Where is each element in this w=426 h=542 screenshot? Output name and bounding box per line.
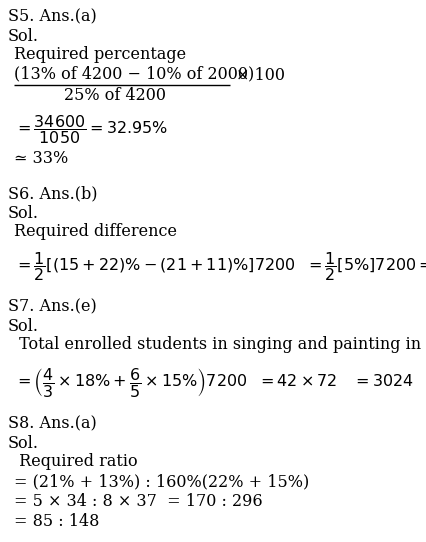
Text: ≃ 33%: ≃ 33%	[14, 150, 68, 167]
Text: Sol.: Sol.	[8, 28, 39, 45]
Text: Required difference: Required difference	[14, 223, 177, 240]
Text: Sol.: Sol.	[8, 205, 39, 222]
Text: = 5 × 34 : 8 × 37  = 170 : 296: = 5 × 34 : 8 × 37 = 170 : 296	[14, 493, 262, 510]
Text: S8. Ans.(a): S8. Ans.(a)	[8, 415, 97, 432]
Text: $= \left(\dfrac{4}{3}\times 18\% + \dfrac{6}{5}\times 15\%\right)7200\ \ = 42 \t: $= \left(\dfrac{4}{3}\times 18\% + \dfra…	[14, 366, 413, 399]
Text: Total enrolled students in singing and painting in 2017: Total enrolled students in singing and p…	[14, 336, 426, 353]
Text: (13% of 4200 − 10% of 2000): (13% of 4200 − 10% of 2000)	[14, 65, 253, 82]
Text: 25% of 4200: 25% of 4200	[64, 87, 166, 104]
Text: Required percentage: Required percentage	[14, 46, 186, 63]
Text: S6. Ans.(b): S6. Ans.(b)	[8, 185, 97, 202]
Text: Required ratio: Required ratio	[14, 453, 137, 470]
Text: × 100: × 100	[236, 67, 284, 83]
Text: = (21% + 13%) : 160%(22% + 15%): = (21% + 13%) : 160%(22% + 15%)	[14, 473, 308, 490]
Text: S5. Ans.(a): S5. Ans.(a)	[8, 8, 97, 25]
Text: Sol.: Sol.	[8, 318, 39, 335]
Text: S7. Ans.(e): S7. Ans.(e)	[8, 298, 97, 315]
Text: $= \dfrac{34600}{1050} = 32.95\%$: $= \dfrac{34600}{1050} = 32.95\%$	[14, 113, 168, 146]
Text: $= \dfrac{1}{2}[(15 + 22)\% - (21 + 11)\%]7200\ \ = \dfrac{1}{2}[5\%]7200 = 180$: $= \dfrac{1}{2}[(15 + 22)\% - (21 + 11)\…	[14, 250, 426, 283]
Text: = 85 : 148: = 85 : 148	[14, 513, 99, 530]
Text: Sol.: Sol.	[8, 435, 39, 452]
